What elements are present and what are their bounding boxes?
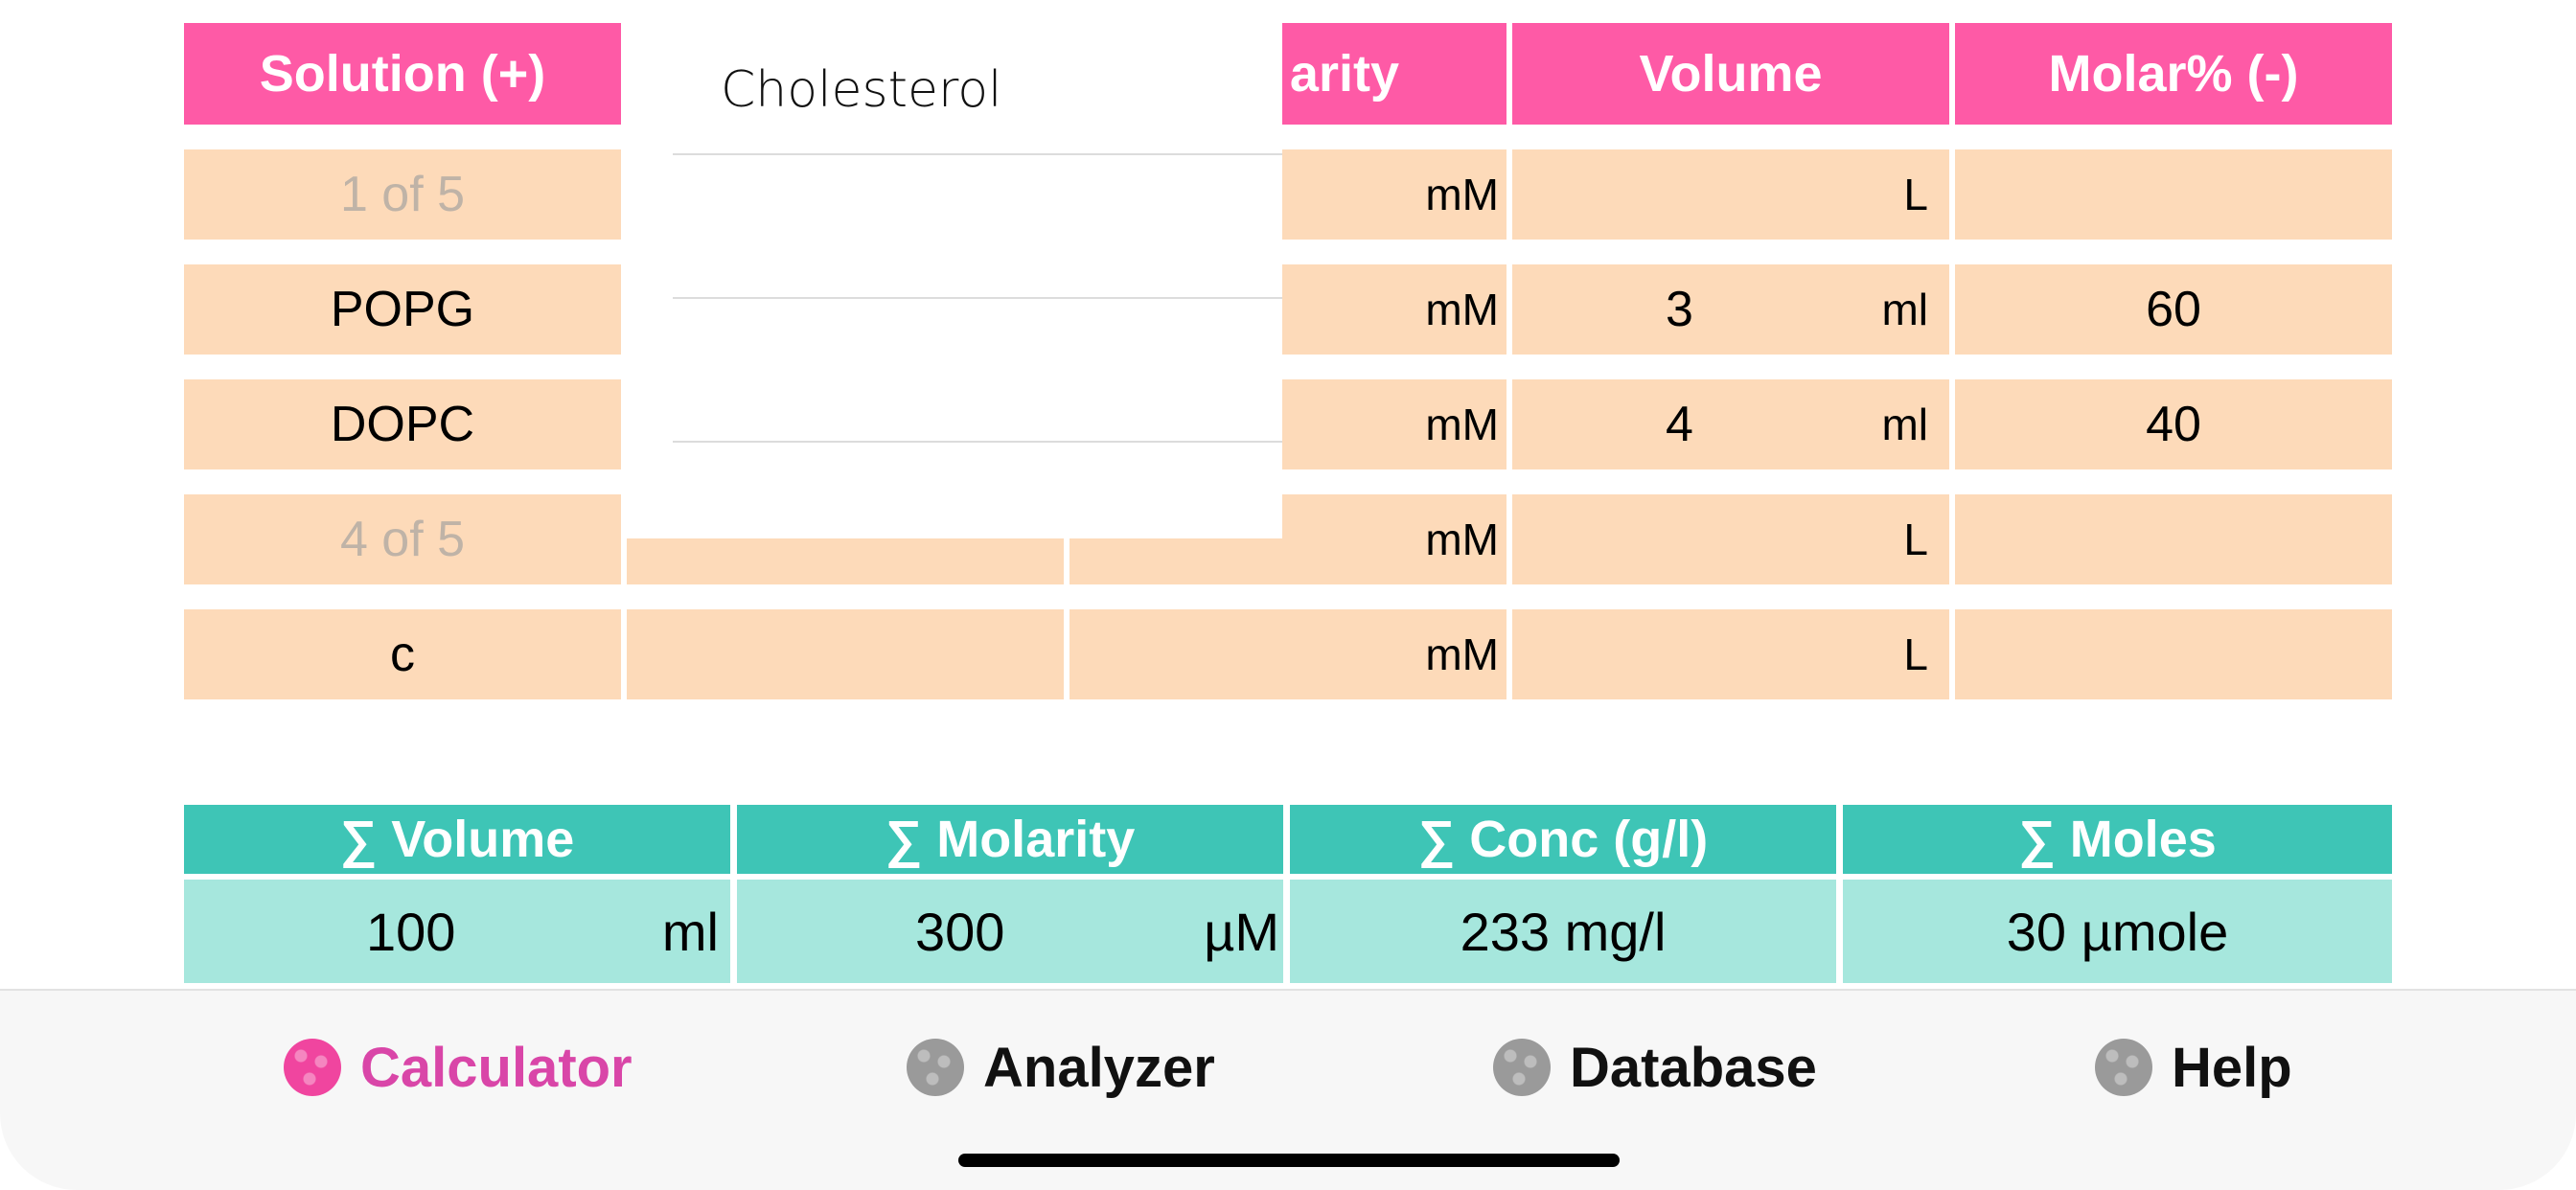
volume-cell-1[interactable]: L [1512, 149, 1949, 240]
molarity-unit-2: mM [1425, 285, 1499, 334]
header-solution[interactable]: Solution (+) [184, 23, 621, 125]
analyzer-icon [907, 1039, 964, 1096]
tab-database-label: Database [1570, 1036, 1817, 1099]
molar-percent-cell-2[interactable]: 60 [1955, 264, 2392, 355]
volume-value-3: 4 [1666, 397, 1693, 452]
dropdown-item-cholesterol[interactable]: Cholesterol [673, 11, 1282, 155]
summary-header-moles-label: ∑ Moles [2018, 811, 2217, 868]
volume-unit-1: L [1903, 170, 1928, 219]
database-icon [1493, 1039, 1551, 1096]
solution-cell-2[interactable]: POPG [184, 264, 621, 355]
header-volume-label: Volume [1639, 45, 1823, 103]
dropdown-item-2[interactable] [673, 155, 1282, 299]
summary-moles-cell[interactable]: 30 µmole [1843, 880, 2392, 983]
summary-header-molarity-label: ∑ Molarity [885, 811, 1136, 868]
summary-conc-value: 233 mg/l [1460, 901, 1667, 962]
solution-name-5: c [390, 627, 415, 682]
summary-volume-unit: ml [661, 901, 719, 962]
summary-molarity-cell[interactable]: 300 µM [737, 880, 1283, 983]
autocomplete-dropdown: Cholesterol [625, 0, 1282, 538]
volume-unit-3: ml [1881, 400, 1928, 449]
volume-cell-2[interactable]: 3 ml [1512, 264, 1949, 355]
volume-cell-4[interactable]: L [1512, 494, 1949, 584]
molar-percent-value-2: 60 [2146, 282, 2201, 337]
solution-cell-1[interactable]: 1 of 5 [184, 149, 621, 240]
solution-cell-3[interactable]: DOPC [184, 379, 621, 469]
solution-name-2: POPG [330, 282, 475, 337]
molarity-unit-3: mM [1425, 400, 1499, 449]
solution-placeholder-1: 1 of 5 [339, 167, 466, 222]
molar-percent-value-3: 40 [2146, 397, 2201, 452]
summary-header-moles: ∑ Moles [1843, 805, 2392, 874]
summary-header-volume-label: ∑ Volume [339, 811, 575, 868]
volume-unit-4: L [1903, 515, 1928, 564]
volume-cell-3[interactable]: 4 ml [1512, 379, 1949, 469]
header-molarity-label: arity [1289, 45, 1399, 103]
molar-percent-cell-1[interactable] [1955, 149, 2392, 240]
tab-analyzer-label: Analyzer [983, 1036, 1215, 1099]
tab-analyzer[interactable]: Analyzer [907, 1029, 1215, 1106]
header-volume[interactable]: Volume [1512, 23, 1949, 125]
dropdown-item-label: Cholesterol [721, 61, 1002, 119]
molarity-unit-5: mM [1425, 629, 1499, 679]
volume-value-2: 3 [1666, 282, 1693, 337]
lipid-cell-5[interactable] [627, 609, 1064, 699]
summary-header-molarity: ∑ Molarity [737, 805, 1283, 874]
tab-calculator[interactable]: Calculator [284, 1029, 632, 1106]
help-icon [2095, 1039, 2152, 1096]
summary-header-volume: ∑ Volume [184, 805, 730, 874]
molarity-unit-4: mM [1425, 515, 1499, 564]
header-solution-label: Solution (+) [259, 45, 546, 103]
summary-molarity-unit: µM [1204, 901, 1279, 962]
molar-percent-cell-5[interactable] [1955, 609, 2392, 699]
tab-help[interactable]: Help [2095, 1029, 2292, 1106]
volume-cell-5[interactable]: L [1512, 609, 1949, 699]
summary-header-conc-label: ∑ Conc (g/l) [1417, 811, 1709, 868]
molarity-unit-1: mM [1425, 170, 1499, 219]
summary-header-conc: ∑ Conc (g/l) [1290, 805, 1836, 874]
molar-percent-cell-4[interactable] [1955, 494, 2392, 584]
home-indicator[interactable] [958, 1154, 1620, 1167]
volume-unit-5: L [1903, 629, 1928, 679]
summary-conc-cell[interactable]: 233 mg/l [1290, 880, 1836, 983]
tab-help-label: Help [2172, 1036, 2292, 1099]
solution-placeholder-4: 4 of 5 [339, 512, 466, 567]
solution-cell-4[interactable]: 4 of 5 [184, 494, 621, 584]
header-molar-percent[interactable]: Molar% (-) [1955, 23, 2392, 125]
molar-percent-cell-3[interactable]: 40 [1955, 379, 2392, 469]
header-molar-percent-label: Molar% (-) [2048, 45, 2299, 103]
summary-volume-cell[interactable]: 100 ml [184, 880, 730, 983]
solution-cell-5[interactable]: c [184, 609, 621, 699]
summary-volume-value: 100 [366, 901, 456, 962]
calculator-icon [284, 1039, 341, 1096]
dropdown-item-4[interactable] [673, 443, 1282, 538]
solution-name-3: DOPC [330, 397, 475, 452]
molarity-cell-5[interactable]: mM [1070, 609, 1506, 699]
dropdown-item-3[interactable] [673, 299, 1282, 443]
volume-unit-2: ml [1881, 285, 1928, 334]
tab-calculator-label: Calculator [360, 1036, 632, 1099]
summary-moles-value: 30 µmole [2006, 901, 2229, 962]
tab-database[interactable]: Database [1493, 1029, 1817, 1106]
summary-molarity-value: 300 [915, 901, 1005, 962]
